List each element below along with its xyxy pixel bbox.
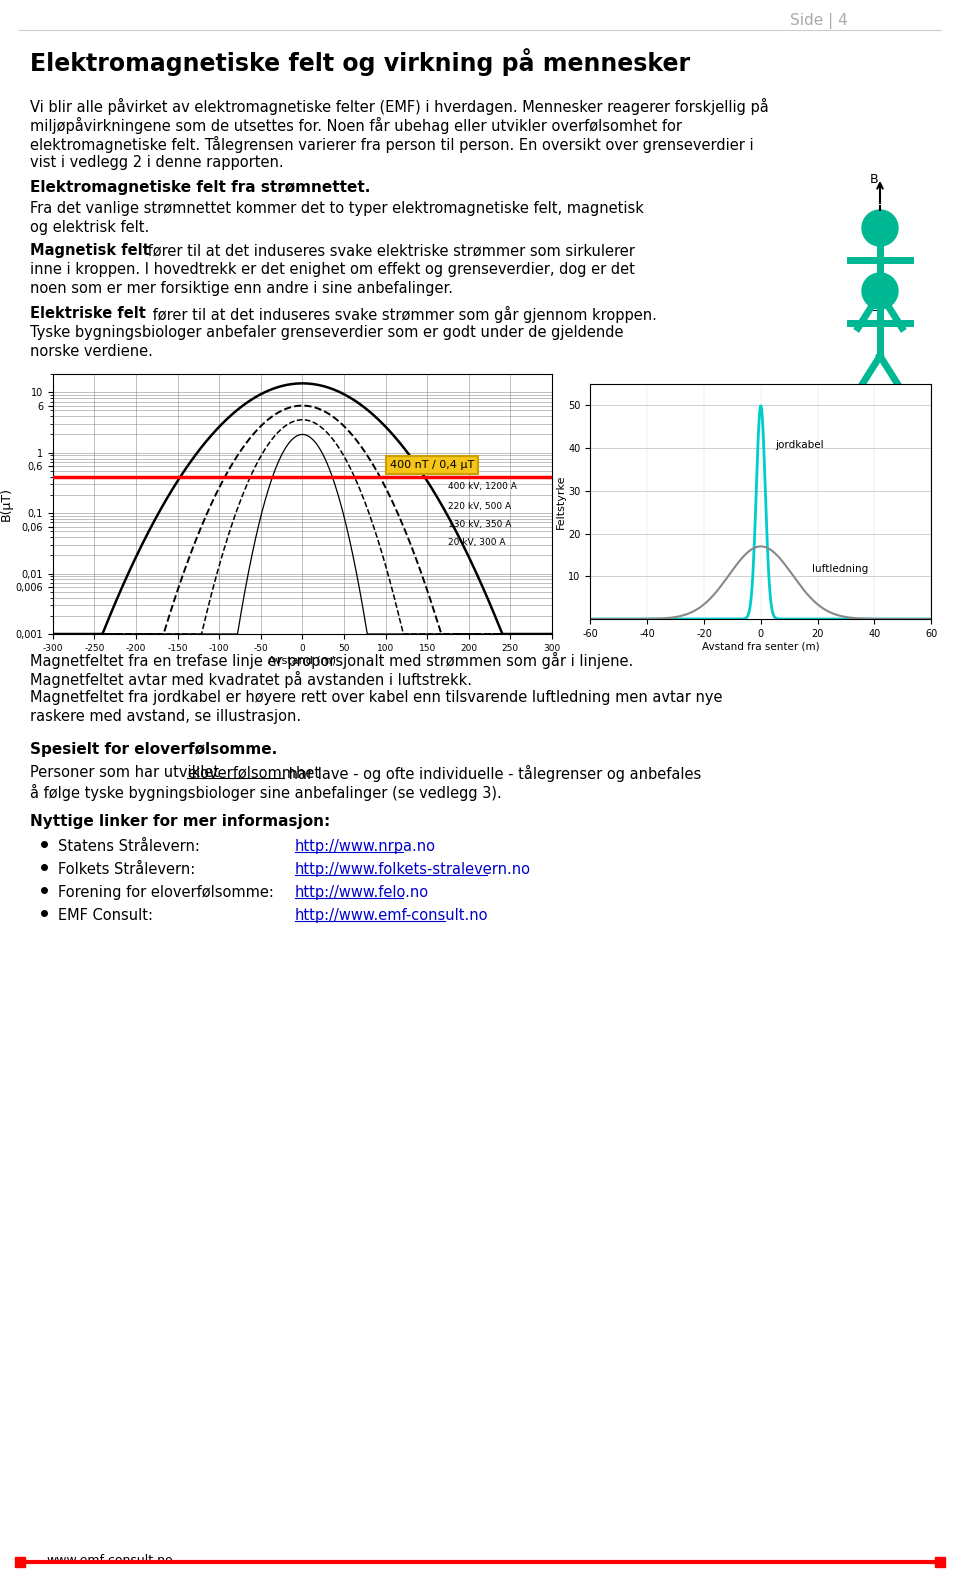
- Text: luftledning: luftledning: [812, 564, 868, 573]
- Text: norske verdiene.: norske verdiene.: [30, 344, 153, 358]
- Text: Vi blir alle påvirket av elektromagnetiske felter (EMF) i hverdagen. Mennesker r: Vi blir alle påvirket av elektromagnetis…: [30, 99, 769, 115]
- Y-axis label: Feltstyrke: Feltstyrke: [556, 475, 565, 529]
- Text: Magnetfeltet fra jordkabel er høyere rett over kabel enn tilsvarende luftledning: Magnetfeltet fra jordkabel er høyere ret…: [30, 690, 723, 706]
- Text: EMF Consult:: EMF Consult:: [58, 908, 153, 922]
- Text: Magnetisk felt: Magnetisk felt: [30, 244, 150, 258]
- Text: 20 kV, 300 A: 20 kV, 300 A: [448, 538, 506, 546]
- Text: 400 nT / 0,4 µT: 400 nT / 0,4 µT: [390, 460, 474, 470]
- Text: å følge tyske bygningsbiologer sine anbefalinger (se vedlegg 3).: å følge tyske bygningsbiologer sine anbe…: [30, 784, 502, 801]
- Text: fører til at det induseres svake elektriske strømmer som sirkulerer: fører til at det induseres svake elektri…: [143, 244, 635, 258]
- Text: noen som er mer forsiktige enn andre i sine anbefalinger.: noen som er mer forsiktige enn andre i s…: [30, 280, 453, 296]
- Text: www.emf-consult.no: www.emf-consult.no: [46, 1555, 173, 1568]
- Text: http://www.nrpa.no: http://www.nrpa.no: [295, 840, 436, 854]
- Text: E: E: [870, 301, 877, 314]
- Text: Statens Strålevern:: Statens Strålevern:: [58, 840, 200, 854]
- Text: Elektromagnetiske felt og virkning på mennesker: Elektromagnetiske felt og virkning på me…: [30, 48, 690, 76]
- Text: Magnetfeltet fra en trefase linje er proporsjonalt med strømmen som går i linjen: Magnetfeltet fra en trefase linje er pro…: [30, 652, 634, 669]
- Text: Folkets Strålevern:: Folkets Strålevern:: [58, 862, 195, 878]
- Text: Fra det vanlige strømnettet kommer det to typer elektromagnetiske felt, magnetis: Fra det vanlige strømnettet kommer det t…: [30, 201, 644, 217]
- Text: raskere med avstand, se illustrasjon.: raskere med avstand, se illustrasjon.: [30, 709, 301, 723]
- Text: elektromagnetiske felt. Tålegrensen varierer fra person til person. En oversikt : elektromagnetiske felt. Tålegrensen vari…: [30, 135, 754, 153]
- Text: B: B: [870, 174, 878, 186]
- Text: eloverfølsommhet: eloverfølsommhet: [187, 765, 321, 781]
- Text: Elektriske felt: Elektriske felt: [30, 306, 146, 322]
- Text: Magnetfeltet avtar med kvadratet på avstanden i luftstrekk.: Magnetfeltet avtar med kvadratet på avst…: [30, 671, 472, 688]
- Text: Nyttige linker for mer informasjon:: Nyttige linker for mer informasjon:: [30, 814, 330, 828]
- Text: 400 kV, 1200 A: 400 kV, 1200 A: [448, 481, 516, 491]
- Circle shape: [862, 272, 898, 309]
- Text: Forening for eloverfølsomme:: Forening for eloverfølsomme:: [58, 886, 274, 900]
- Text: http://www.folkets-stralevern.no: http://www.folkets-stralevern.no: [295, 862, 531, 878]
- Circle shape: [862, 210, 898, 245]
- Text: Side | 4: Side | 4: [790, 13, 848, 29]
- Text: har lave - og ofte individuelle - tålegrenser og anbefales: har lave - og ofte individuelle - tålegr…: [284, 765, 702, 782]
- Text: 130 kV, 350 A: 130 kV, 350 A: [448, 519, 512, 529]
- Text: Personer som har utviklet: Personer som har utviklet: [30, 765, 224, 781]
- Y-axis label: B(µT): B(µT): [0, 487, 12, 521]
- Text: vist i vedlegg 2 i denne rapporten.: vist i vedlegg 2 i denne rapporten.: [30, 155, 283, 170]
- Text: http://www.emf-consult.no: http://www.emf-consult.no: [295, 908, 489, 922]
- Text: 220 kV, 500 A: 220 kV, 500 A: [448, 502, 511, 511]
- X-axis label: Avstand (m): Avstand (m): [269, 655, 336, 666]
- Text: og elektrisk felt.: og elektrisk felt.: [30, 220, 149, 236]
- Text: Tyske bygningsbiologer anbefaler grenseverdier som er godt under de gjeldende: Tyske bygningsbiologer anbefaler grensev…: [30, 325, 623, 339]
- Text: inne i kroppen. I hovedtrekk er det enighet om effekt og grenseverdier, dog er d: inne i kroppen. I hovedtrekk er det enig…: [30, 261, 635, 277]
- X-axis label: Avstand fra senter (m): Avstand fra senter (m): [702, 642, 820, 652]
- Text: Spesielt for eloverfølsomme.: Spesielt for eloverfølsomme.: [30, 742, 277, 757]
- Text: http://www.felo.no: http://www.felo.no: [295, 886, 429, 900]
- Text: jordkabel: jordkabel: [775, 440, 824, 451]
- Text: Elektromagnetiske felt fra strømnettet.: Elektromagnetiske felt fra strømnettet.: [30, 180, 371, 194]
- Text: fører til at det induseres svake strømmer som går gjennom kroppen.: fører til at det induseres svake strømme…: [148, 306, 657, 323]
- Text: miljøpåvirkningene som de utsettes for. Noen får ubehag eller utvikler overfølso: miljøpåvirkningene som de utsettes for. …: [30, 116, 682, 134]
